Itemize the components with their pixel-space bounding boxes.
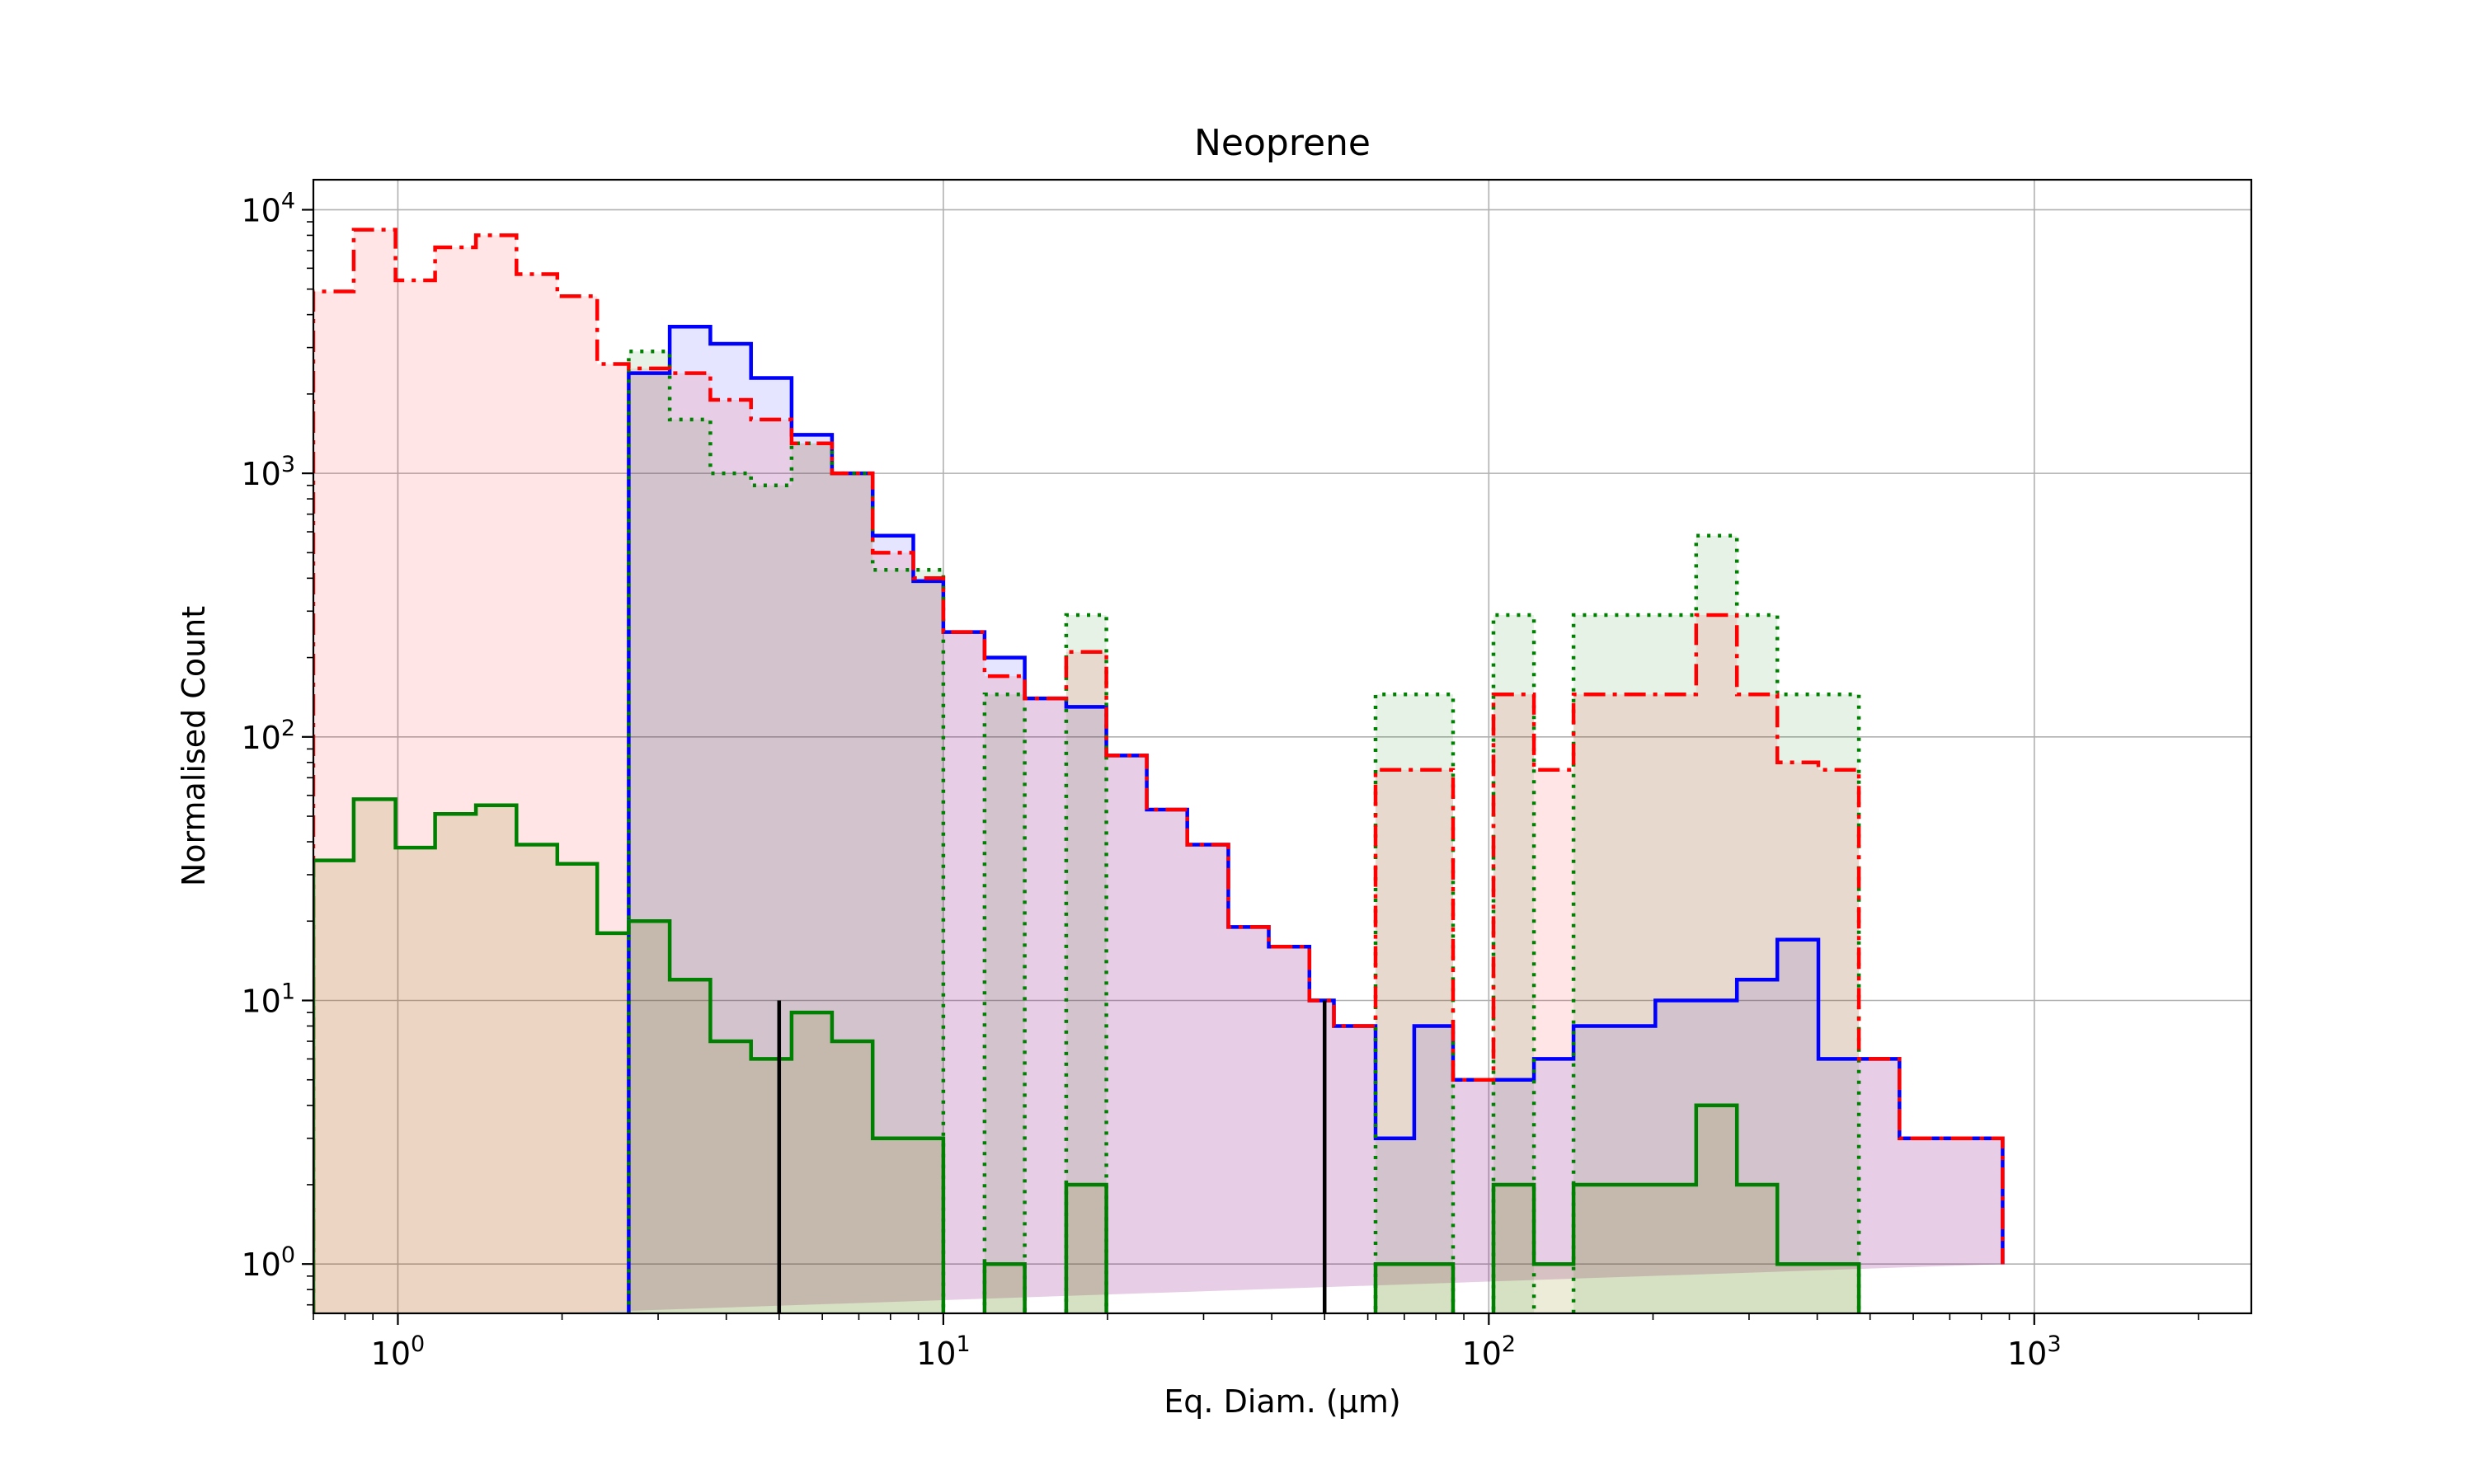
series-fill-4 xyxy=(313,799,1860,1313)
grid-lines xyxy=(313,180,2251,1313)
x-axis-label: Eq. Diam. (µm) xyxy=(1164,1383,1400,1420)
series-fill-2 xyxy=(628,351,1860,1313)
chart-title: Neoprene xyxy=(1194,122,1371,164)
series-line-4 xyxy=(313,797,1861,1313)
marker-lines xyxy=(777,1000,1327,1313)
series-line-1 xyxy=(627,325,2005,1313)
series-line-2 xyxy=(627,350,1861,1313)
series-fill-1 xyxy=(555,326,2003,1313)
series-line-3 xyxy=(313,228,2005,1313)
y-tick-label: 103 xyxy=(241,452,295,492)
series-lines xyxy=(313,228,2005,1313)
plot-frame xyxy=(312,178,2253,1315)
y-axis-label: Normalised Count xyxy=(176,606,212,886)
